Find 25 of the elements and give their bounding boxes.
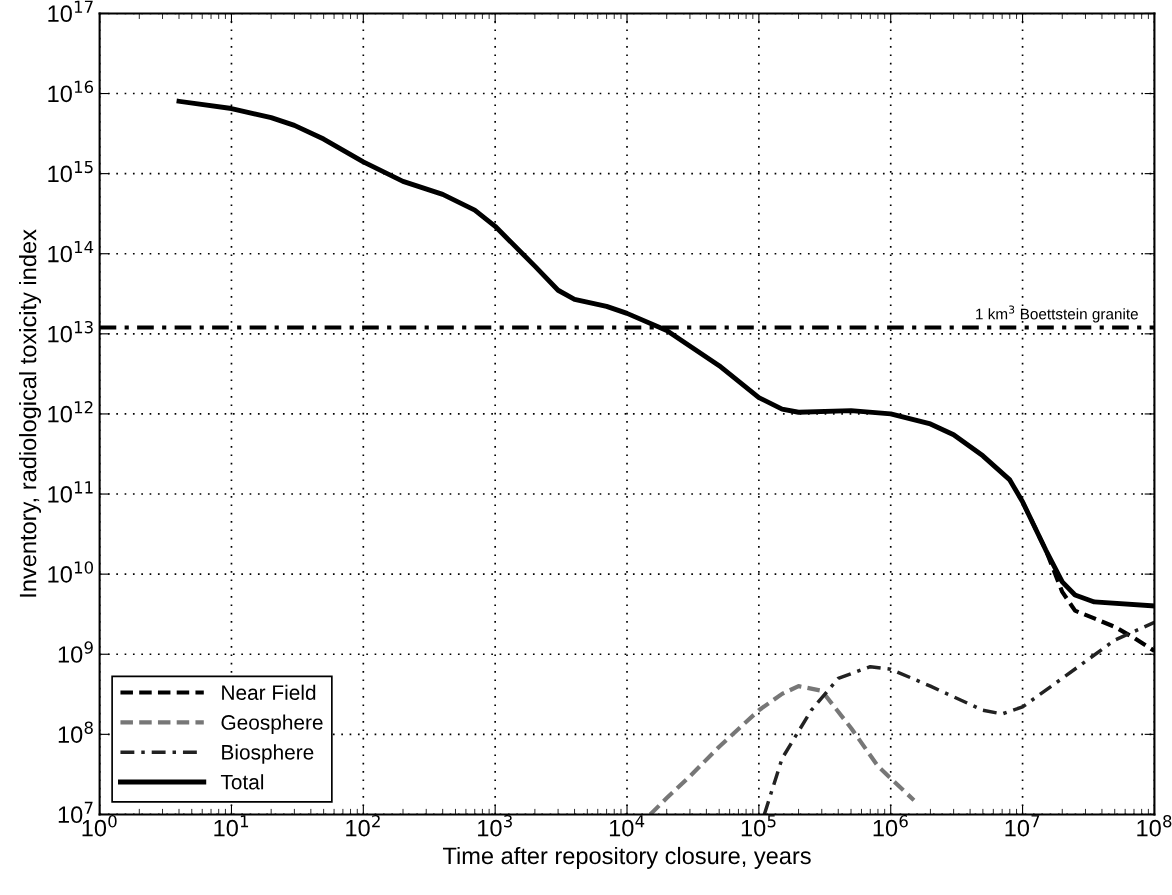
x-axis-title: Time after repository closure, years bbox=[442, 846, 811, 869]
y-tick-label: 10$^{15}$ bbox=[48, 160, 93, 183]
x-tick-label: 10$^{3}$ bbox=[478, 814, 512, 837]
y-tick-label: 10$^{12}$ bbox=[48, 401, 93, 423]
y-tick-label: 10$^{8}$ bbox=[58, 721, 93, 743]
y-tick-label: 10$^{14}$ bbox=[48, 241, 94, 263]
legend-label: Biosphere bbox=[222, 744, 314, 764]
legend-label: Geosphere bbox=[221, 714, 323, 734]
y-tick-label: 10$^{16}$ bbox=[48, 80, 94, 103]
y-tick-label: 10$^{17}$ bbox=[48, 0, 93, 23]
x-tick-label: 10$^{6}$ bbox=[873, 814, 908, 837]
x-tick-label: 10$^{2}$ bbox=[346, 814, 380, 837]
x-tick-label: 10$^{7}$ bbox=[1005, 815, 1040, 837]
y-tick-label: 10$^{11}$ bbox=[48, 481, 93, 503]
x-tick-label: 10$^{5}$ bbox=[741, 815, 776, 837]
legend-label: Near Field bbox=[222, 684, 316, 700]
y-axis-title: Inventory, radiological toxicity index bbox=[19, 229, 42, 597]
x-tick-label: 10$^{1}$ bbox=[214, 815, 249, 837]
legend-label: Total bbox=[220, 774, 264, 790]
x-tick-label: 10$^{8}$ bbox=[1137, 814, 1172, 837]
ref-line-label: 1 km$^{3}$ Boettstein granite bbox=[976, 305, 1138, 323]
y-tick-label: 10$^{10}$ bbox=[48, 561, 94, 583]
y-tick-label: 10$^{13}$ bbox=[48, 320, 93, 343]
x-tick-label: 10$^{4}$ bbox=[609, 815, 645, 837]
y-tick-label: 10$^{9}$ bbox=[58, 641, 93, 663]
